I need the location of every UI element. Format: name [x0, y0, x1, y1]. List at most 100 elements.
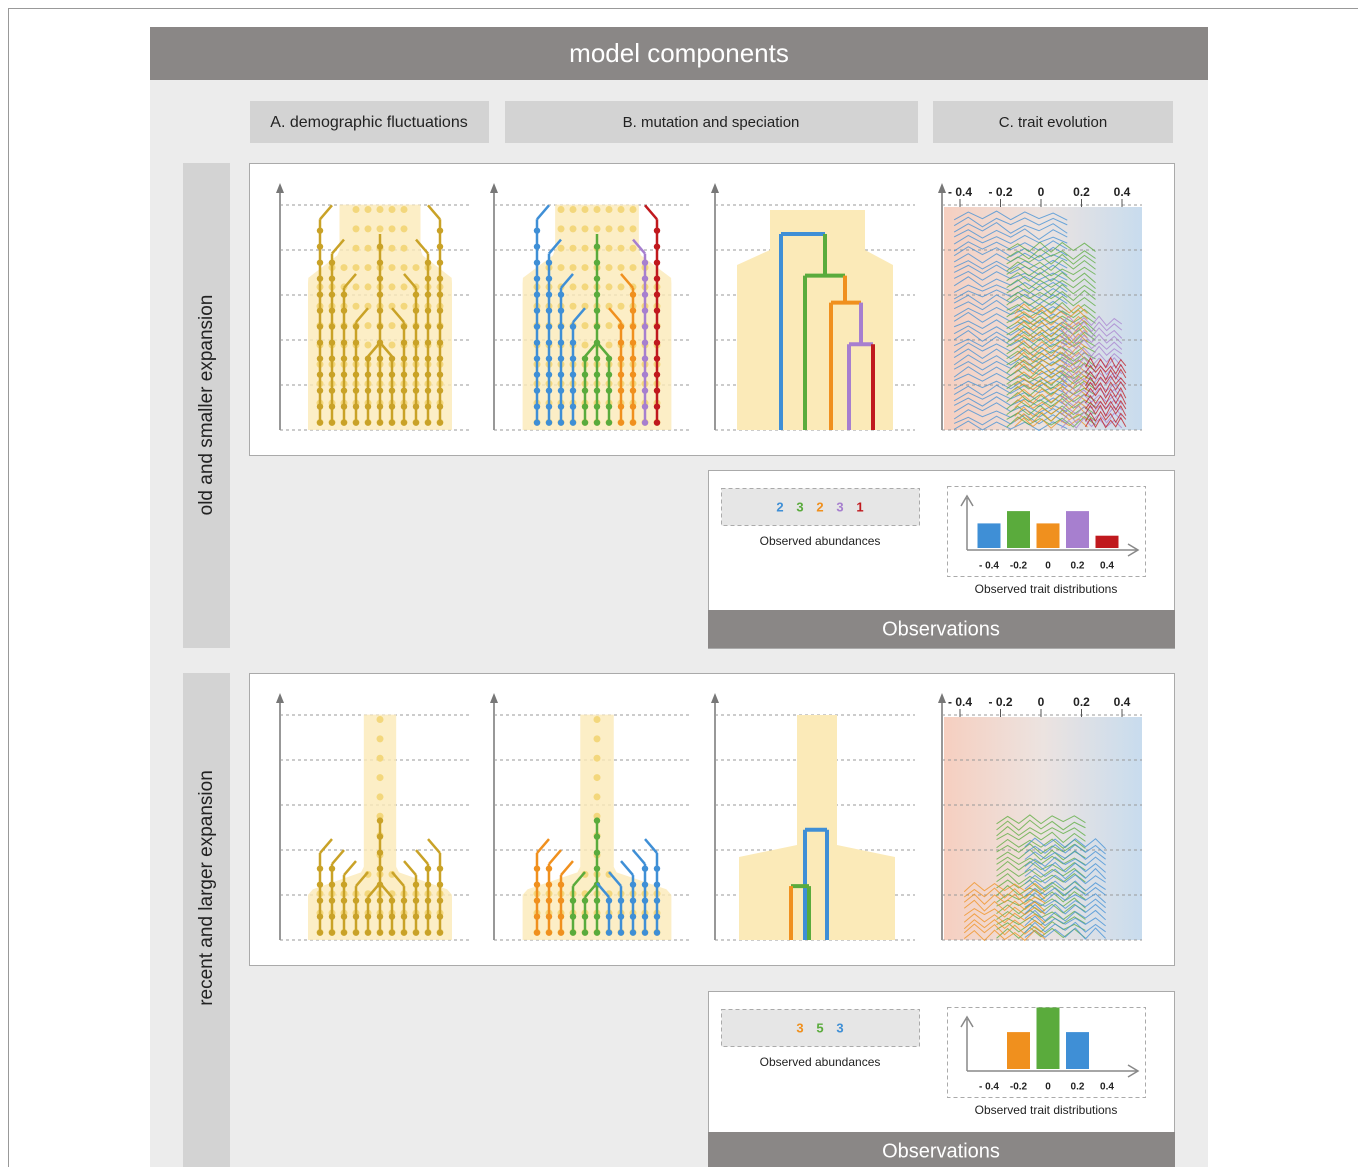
individual [352, 387, 360, 394]
individual [412, 307, 420, 314]
individual [653, 227, 661, 234]
individual [581, 341, 589, 349]
individual [617, 403, 625, 410]
tick-label: - 0.4 [979, 561, 999, 572]
lineage [427, 838, 441, 854]
tick-label: 0.2 [1071, 561, 1085, 572]
abundance: 2 [776, 499, 783, 514]
individual [436, 419, 444, 426]
trait-trace [953, 270, 1068, 281]
lineage [644, 204, 658, 221]
trait-trace [1024, 909, 1106, 922]
individual [605, 371, 613, 378]
individual [641, 387, 649, 394]
histogram-bar [1066, 511, 1089, 548]
individual [593, 913, 601, 920]
individual [581, 387, 589, 394]
individual [340, 291, 348, 298]
lineage [403, 860, 417, 876]
individual [436, 897, 444, 904]
lineage [536, 838, 550, 854]
individual [581, 371, 589, 378]
individual [557, 206, 565, 213]
trait-trace [996, 843, 1086, 855]
individual [569, 283, 577, 291]
lineage [403, 273, 417, 289]
individual [641, 371, 649, 378]
individual [388, 206, 396, 213]
trait-trace [1024, 843, 1106, 855]
individual [557, 387, 565, 394]
individual [388, 913, 396, 920]
individual [605, 419, 613, 426]
individual [593, 275, 601, 282]
abundance-caption: Observed abundances [760, 534, 881, 548]
tick-label: - 0.4 [979, 1082, 999, 1093]
individual [629, 307, 637, 314]
individual [593, 929, 601, 936]
individual [557, 291, 565, 298]
individual [545, 913, 553, 920]
individual [316, 865, 324, 872]
trait-trace [1014, 344, 1088, 358]
individual [569, 302, 577, 310]
trait-trace [1060, 339, 1123, 350]
individual [533, 243, 541, 250]
individual [388, 929, 396, 936]
lineage [391, 871, 405, 887]
individual [641, 323, 649, 330]
individual [569, 206, 577, 213]
individual [364, 341, 372, 349]
individual [376, 307, 384, 314]
individual [533, 291, 541, 298]
individual [400, 419, 408, 426]
arrow-head [490, 693, 498, 703]
individual [605, 283, 613, 291]
individual [545, 387, 553, 394]
individual [328, 339, 336, 346]
individual [533, 339, 541, 346]
individual [424, 929, 432, 936]
individual [593, 793, 601, 801]
individual [641, 865, 649, 872]
individual [412, 913, 420, 920]
trait-trace [1060, 382, 1123, 394]
trait-trace [996, 891, 1086, 903]
lineage [536, 204, 550, 221]
individual [436, 243, 444, 250]
individual [545, 371, 553, 378]
individual [316, 291, 324, 298]
individual [605, 206, 613, 213]
individual [424, 387, 432, 394]
individual [593, 259, 601, 266]
individual [352, 371, 360, 378]
trait-trace [1006, 259, 1096, 272]
individual [641, 259, 649, 266]
individual [533, 227, 541, 234]
tick-label: - 0.4 [948, 695, 972, 709]
trait-trace [996, 814, 1086, 825]
trait-trace [1014, 399, 1088, 410]
individual [436, 929, 444, 936]
arrow-head [938, 183, 946, 193]
individual [593, 243, 601, 250]
individual [316, 259, 324, 266]
individual [316, 929, 324, 936]
individual [569, 419, 577, 426]
individual [545, 323, 553, 330]
trait-trace [996, 819, 1086, 831]
individual [316, 227, 324, 234]
individual [653, 259, 661, 266]
trait-trace [996, 873, 1086, 885]
tick-label: 0.2 [1071, 1082, 1085, 1093]
trait-trace [1024, 903, 1106, 915]
individual [629, 403, 637, 410]
individual [569, 371, 577, 378]
individual [436, 227, 444, 234]
individual [340, 881, 348, 888]
individual [376, 754, 384, 762]
individual [593, 833, 601, 840]
individual [593, 387, 601, 394]
individual [352, 206, 360, 213]
trait-trace [996, 860, 1086, 872]
